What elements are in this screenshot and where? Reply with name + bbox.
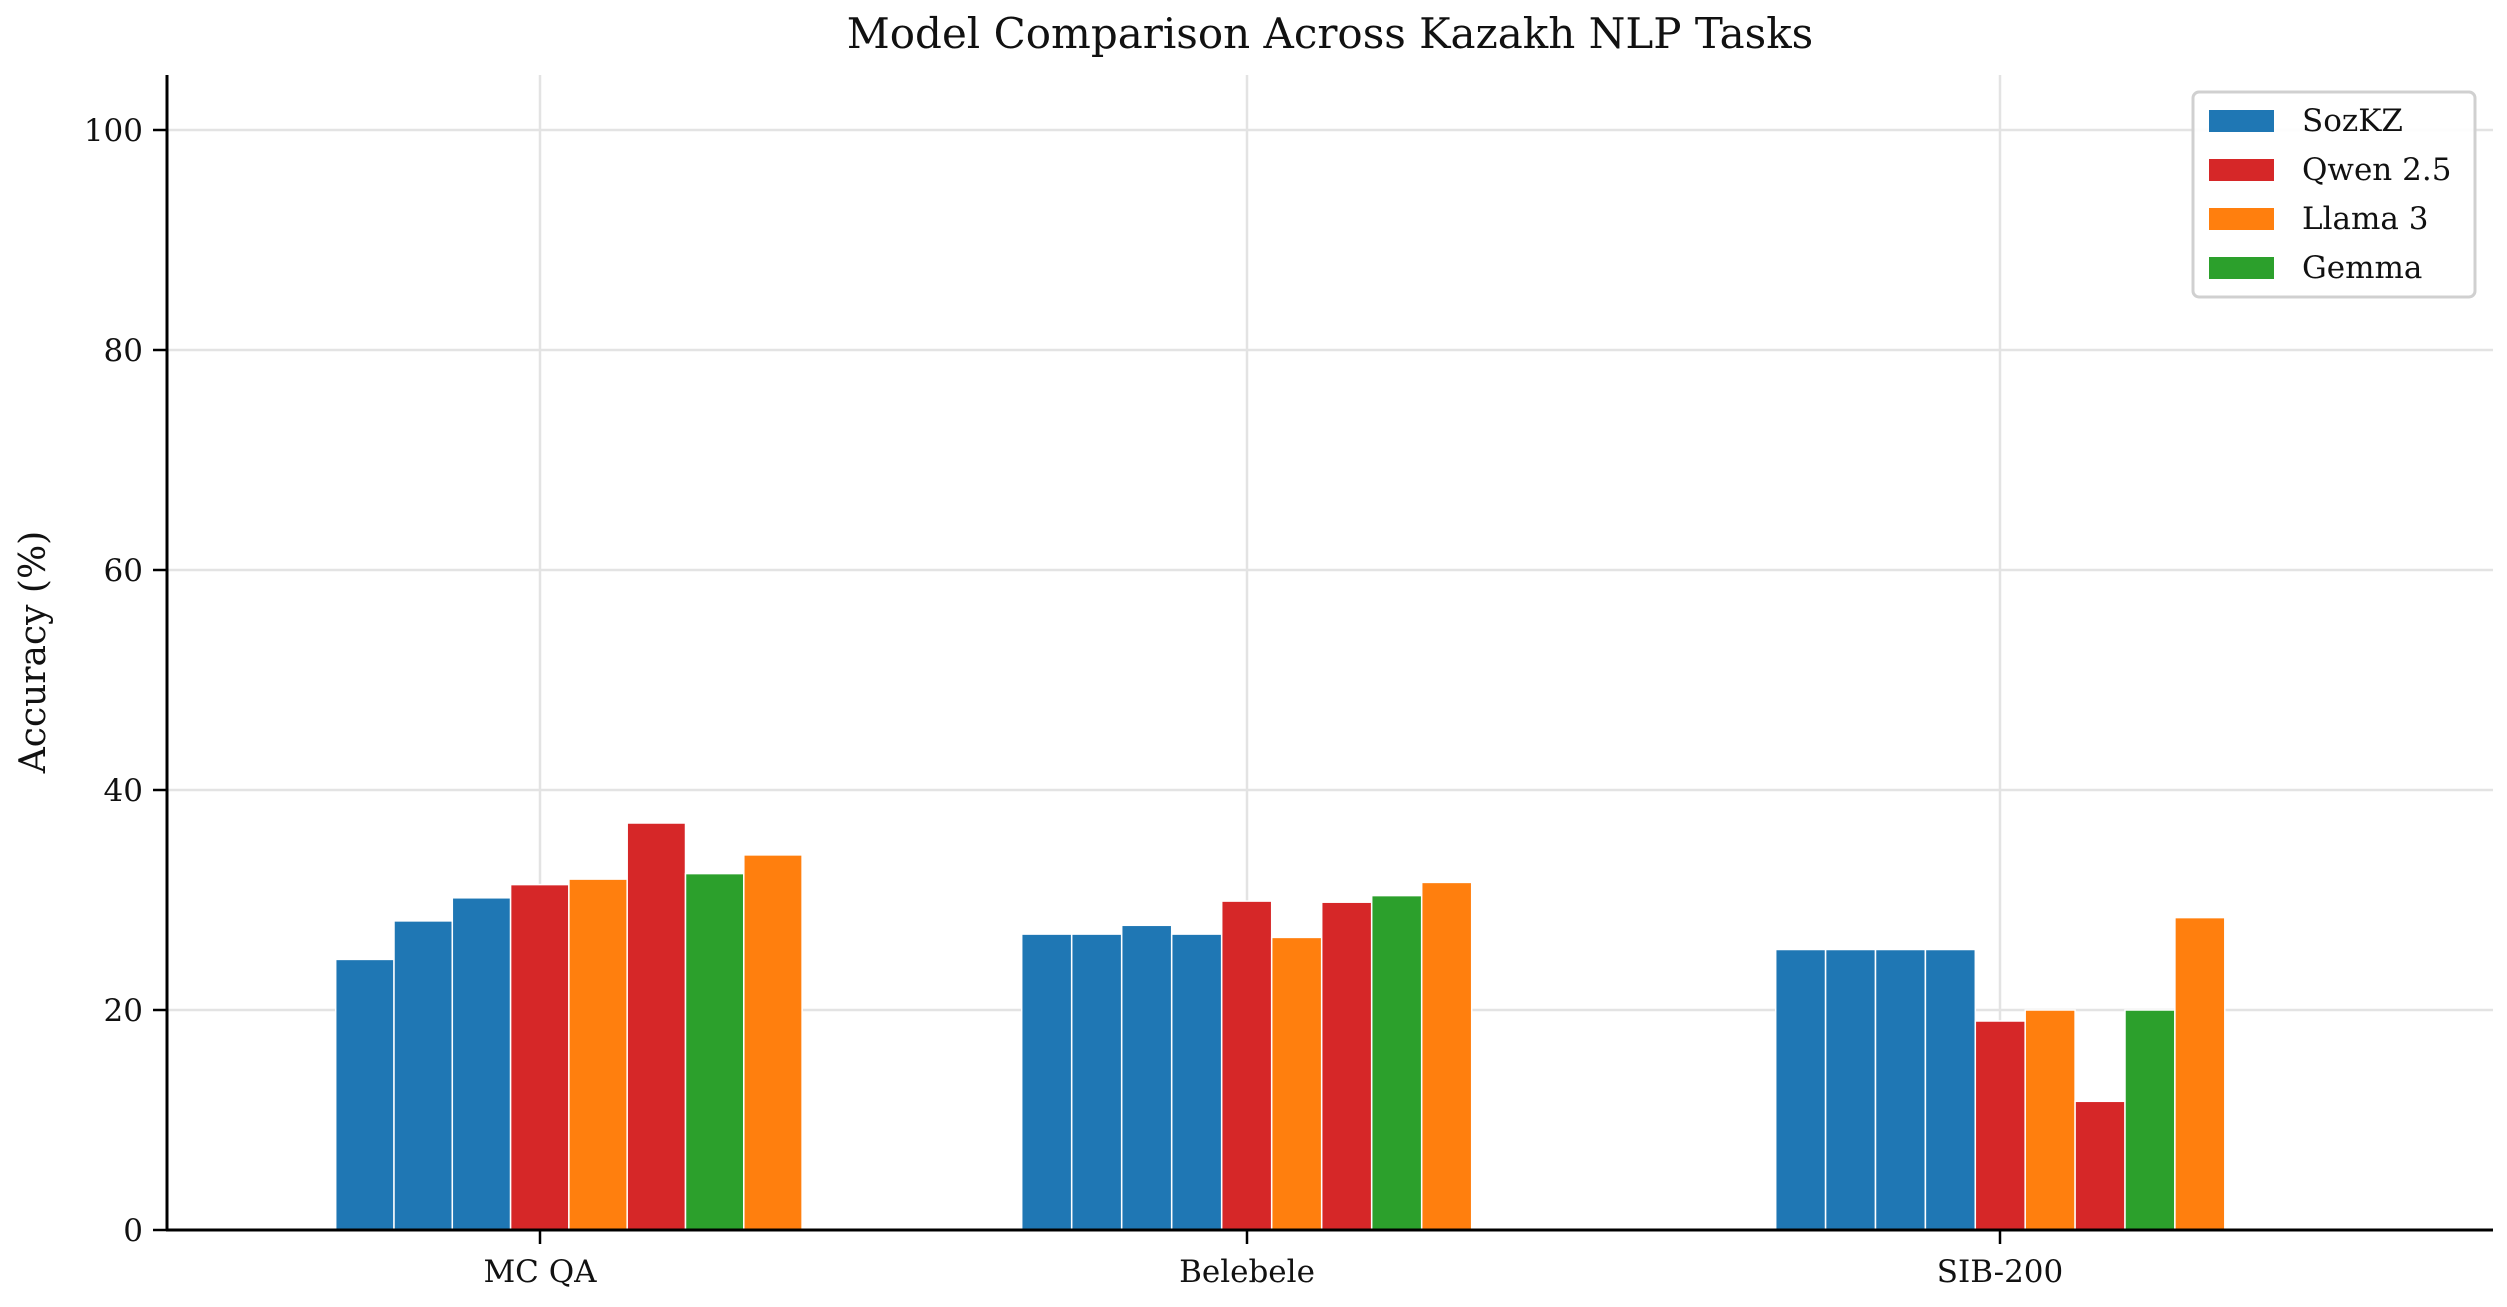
y-tick-label: 60 [104, 553, 143, 589]
bar-sib-200-9 [2174, 916, 2226, 1231]
bar-sib-200-7 [2074, 1100, 2126, 1231]
legend-label: Gemma [2302, 250, 2422, 286]
bar-mc-qa-4 [509, 883, 570, 1231]
legend-label: Qwen 2.5 [2302, 152, 2451, 188]
bar-mc-qa-1 [334, 958, 395, 1231]
bar-belebele-3 [1120, 924, 1173, 1231]
legend-swatch [2209, 110, 2274, 132]
bar-sib-200-6 [2024, 1009, 2076, 1231]
bar-mc-qa-2 [393, 920, 454, 1231]
bars [334, 822, 2226, 1231]
x-tick-label: SIB-200 [1937, 1254, 2063, 1290]
chart-title: Model Comparison Across Kazakh NLP Tasks [847, 9, 1813, 58]
x-tick-label: MC QA [483, 1254, 597, 1290]
bar-belebele-4 [1170, 933, 1223, 1231]
bar-mc-qa-6 [626, 822, 687, 1231]
bar-belebele-7 [1320, 901, 1373, 1231]
bar-belebele-8 [1370, 894, 1423, 1231]
y-axis-label: Accuracy (%) [13, 531, 54, 774]
bar-sib-200-5 [1974, 1020, 2026, 1231]
bar-mc-qa-3 [451, 897, 512, 1231]
bar-sib-200-3 [1874, 948, 1927, 1231]
y-tick-label: 40 [104, 773, 143, 809]
y-tick-label: 100 [84, 113, 143, 149]
gridlines [167, 75, 2493, 1230]
bar-belebele-5 [1220, 900, 1273, 1231]
legend-box [2191, 90, 2477, 299]
legend-label: Llama 3 [2302, 201, 2428, 237]
bar-mc-qa-8 [743, 854, 803, 1231]
bar-mc-qa-7 [684, 872, 745, 1231]
bar-sib-200-4 [1924, 948, 1977, 1231]
bar-belebele-2 [1070, 933, 1123, 1231]
legend-label: SozKZ [2302, 103, 2403, 139]
legend: SozKZ Qwen 2.5 Llama 3 Gemma [2191, 90, 2477, 299]
legend-swatch [2209, 208, 2274, 230]
y-tick-label: 0 [123, 1213, 143, 1249]
bar-sib-200-8 [2124, 1009, 2176, 1231]
legend-swatch [2209, 257, 2274, 279]
bar-sib-200-2 [1824, 948, 1877, 1231]
bar-mc-qa-5 [568, 878, 628, 1231]
y-tick-label: 80 [104, 333, 143, 369]
bar-belebele-9 [1420, 881, 1473, 1231]
bar-belebele-6 [1270, 936, 1323, 1231]
x-tick-label: Belebele [1179, 1254, 1315, 1290]
axes: 0 20 40 60 80 100 MC QA Belebele SIB-200 [84, 75, 2493, 1290]
legend-swatch [2209, 159, 2274, 181]
y-tick-label: 20 [104, 993, 143, 1029]
bar-sib-200-1 [1774, 948, 1827, 1231]
bar-belebele-1 [1020, 933, 1073, 1231]
